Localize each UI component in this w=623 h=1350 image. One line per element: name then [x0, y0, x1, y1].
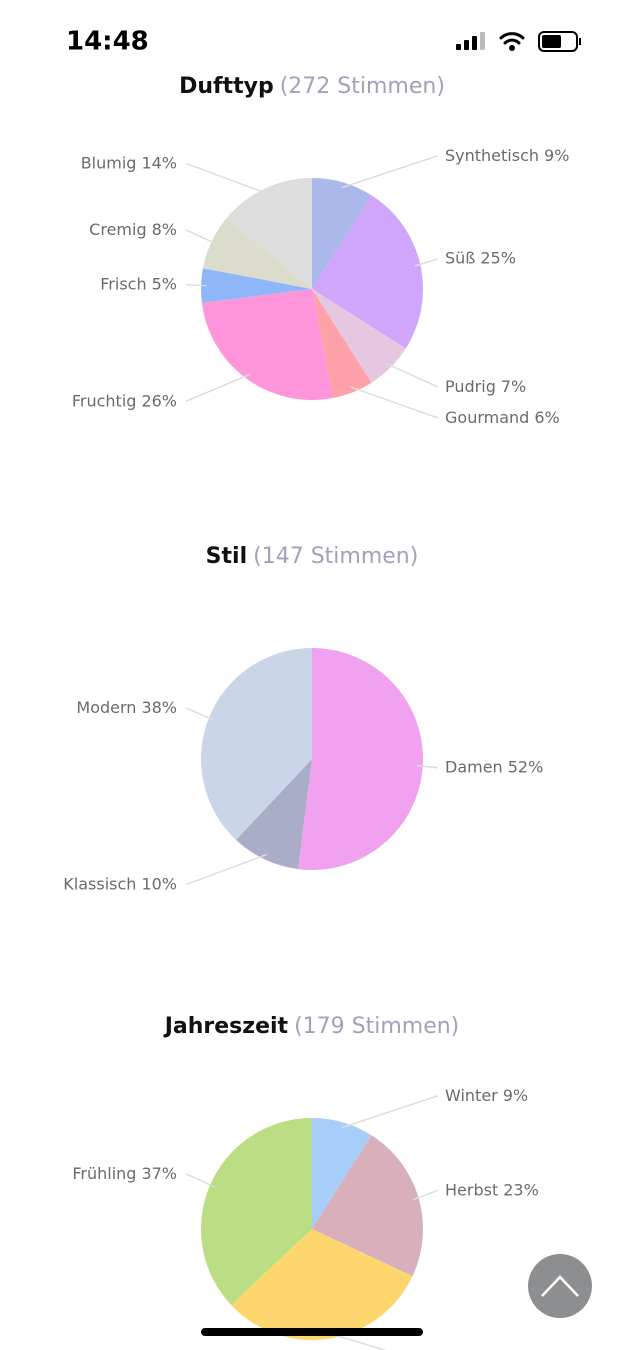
category: Herbst	[445, 1180, 498, 1199]
category: Damen	[445, 757, 503, 776]
signal-icon	[456, 32, 485, 50]
category: Winter	[445, 1085, 498, 1104]
value-label: 8%	[152, 219, 177, 238]
leader-line	[185, 283, 207, 287]
pie-slice	[201, 648, 312, 840]
value-label: 6%	[534, 408, 559, 427]
category: Süß	[445, 248, 475, 267]
slice-label: Süß 25%	[445, 248, 516, 267]
value-label: 10%	[141, 874, 177, 893]
leader-line	[414, 258, 439, 267]
category: Synthetisch	[445, 145, 539, 164]
category: Klassisch	[63, 874, 136, 893]
leader-line	[185, 853, 268, 886]
pie-slice	[201, 289, 333, 400]
value-label: 9%	[503, 1085, 528, 1104]
leader-line	[185, 162, 268, 195]
scroll-top-button[interactable]	[528, 1254, 592, 1318]
value-label: 25%	[480, 248, 516, 267]
battery-icon	[538, 31, 581, 52]
slice-label: Cremig 8%	[89, 219, 177, 238]
category: Fruchtig	[72, 391, 137, 410]
pie-slice	[226, 178, 312, 289]
status-time: 14:48	[66, 27, 149, 57]
slice-label: Blumig 14%	[81, 153, 177, 172]
category: Cremig	[89, 219, 146, 238]
leader-line	[185, 229, 217, 245]
slice-label: Frisch 5%	[100, 274, 177, 293]
pie-slice	[312, 1118, 372, 1229]
value-label: 26%	[141, 391, 177, 410]
slice-label: Pudrig 7%	[445, 377, 526, 396]
chart-title: Jahreszeit (179 Stimmen)	[163, 1014, 460, 1039]
category: Blumig	[81, 153, 137, 172]
title: Stil	[206, 544, 247, 569]
slice-label: Modern 38%	[76, 697, 177, 716]
pie-slice	[312, 289, 406, 383]
pie-slice	[312, 178, 372, 289]
subtitle: (272 Stimmen)	[280, 74, 445, 99]
slice-label: Klassisch 10%	[63, 874, 177, 893]
chart-title: Dufttyp (272 Stimmen)	[179, 74, 445, 99]
title: Dufttyp	[179, 74, 274, 99]
value-label: 9%	[544, 145, 569, 164]
pie-slice	[312, 1135, 423, 1277]
leader-line	[386, 362, 439, 388]
category: Pudrig	[445, 377, 496, 396]
value-label: 14%	[141, 153, 177, 172]
charts: Dufttyp (272 Stimmen) Synthetisch 9% Süß 25% P…	[63, 74, 569, 1350]
value-label: 5%	[152, 274, 177, 293]
leader-line	[185, 373, 251, 402]
slice-label: Herbst 23%	[445, 1180, 539, 1199]
title: Jahreszeit	[163, 1014, 289, 1039]
category: Modern	[76, 697, 136, 716]
leader-line	[412, 1189, 439, 1201]
chart-title: Stil (147 Stimmen)	[206, 544, 419, 569]
leader-line	[341, 1095, 439, 1129]
pie-slice	[236, 759, 312, 870]
pie-slice	[312, 289, 372, 399]
value-label: 52%	[508, 757, 544, 776]
leader-line	[350, 386, 439, 419]
slice-label: Synthetisch 9%	[445, 145, 569, 164]
category: Gourmand	[445, 408, 529, 427]
value-label: 38%	[141, 697, 177, 716]
leader-line	[185, 1173, 216, 1188]
pie-slice	[201, 268, 312, 303]
value-label: 23%	[503, 1180, 539, 1199]
pie-slice	[200, 1118, 312, 1305]
pie-slice	[312, 195, 423, 349]
pie-slice	[298, 648, 424, 871]
subtitle: (179 Stimmen)	[294, 1014, 459, 1039]
home-indicator	[201, 1328, 423, 1336]
leader-line	[185, 707, 215, 721]
slice-label: Gourmand 6%	[445, 408, 560, 427]
pie-slice	[202, 218, 312, 289]
wifi-icon	[499, 32, 525, 51]
pie-slice	[231, 1229, 413, 1340]
value-label: 7%	[501, 377, 526, 396]
slice-label: Damen 52%	[445, 757, 543, 776]
slice-label: Fruchtig 26%	[72, 391, 177, 410]
subtitle: (147 Stimmen)	[253, 544, 418, 569]
slice-label: Winter 9%	[445, 1085, 528, 1104]
leader-line	[417, 764, 439, 769]
slice-label: Frühling 37%	[72, 1163, 177, 1182]
leader-line	[341, 155, 439, 189]
value-label: 37%	[141, 1163, 177, 1182]
category: Frühling	[72, 1163, 136, 1182]
category: Frisch	[100, 274, 146, 293]
